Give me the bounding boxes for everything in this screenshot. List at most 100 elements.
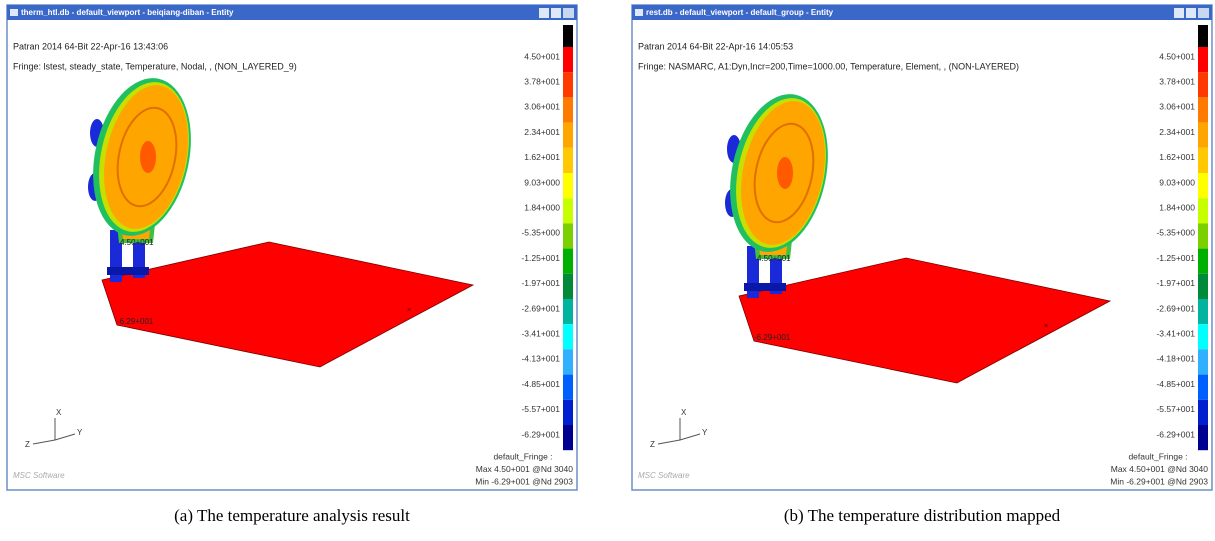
model-label: -6.29+001 [754, 333, 791, 342]
fringe-info: default_Fringe : [1128, 451, 1187, 461]
legend-band [563, 374, 573, 400]
window-icon [635, 9, 643, 16]
legend-label: 3.06+001 [524, 102, 560, 112]
legend-label: -6.29+001 [521, 429, 560, 439]
legend-band [1198, 299, 1208, 325]
legend-label: 3.06+001 [1159, 102, 1195, 112]
legend-label: -5.35+000 [521, 228, 560, 238]
legend-band [1198, 97, 1208, 123]
axis-label: X [681, 408, 687, 417]
legend-label: -1.97+001 [521, 278, 560, 288]
legend-label: -6.29+001 [1156, 429, 1195, 439]
legend-label: 3.78+001 [524, 76, 560, 86]
legend-band [563, 349, 573, 375]
fringe-info: Min -6.29+001 @Nd 2903 [475, 476, 573, 486]
legend-label: -4.13+001 [521, 354, 560, 364]
minimize-button[interactable] [1174, 8, 1184, 18]
legend-label: 9.03+000 [1159, 177, 1195, 187]
legend-band [1198, 273, 1208, 299]
legend-band [563, 248, 573, 274]
caption: (b) The temperature distribution mapped [784, 506, 1061, 525]
legend-band [563, 47, 573, 73]
legend-band [1198, 72, 1208, 98]
legend-label: 1.62+001 [1159, 152, 1195, 162]
support-beam [744, 283, 786, 291]
support-beam [107, 267, 149, 275]
fe-model: 4.50+001 -6.29+001 × [725, 94, 1112, 384]
node-mark: × [1044, 323, 1048, 330]
legend-label: -4.85+001 [1156, 379, 1195, 389]
legend-band [1198, 173, 1208, 199]
legend-label: -1.25+001 [521, 253, 560, 263]
axis-label: Z [25, 440, 30, 449]
legend-band [1198, 47, 1208, 73]
close-button[interactable] [1198, 8, 1209, 18]
title-bar [7, 5, 577, 20]
legend-label: -4.85+001 [521, 379, 560, 389]
legend-band [563, 324, 573, 350]
legend-band [563, 425, 573, 451]
legend-band [1198, 198, 1208, 224]
legend-label: 3.78+001 [1159, 76, 1195, 86]
fringe-info: default_Fringe : [493, 451, 552, 461]
legend-label: 9.03+000 [524, 177, 560, 187]
legend-label: -1.25+001 [1156, 253, 1195, 263]
fringe-info: Max 4.50+001 @Nd 3040 [476, 464, 574, 474]
model-label: 4.50+001 [757, 254, 791, 263]
legend-band [1198, 374, 1208, 400]
close-button[interactable] [563, 8, 574, 18]
viewport-window: rest.db - default_viewport - default_gro… [631, 4, 1213, 491]
maximize-button[interactable] [1186, 8, 1196, 18]
model-label: -6.29+001 [117, 317, 154, 326]
legend-band [1198, 399, 1208, 425]
legend-label: -5.57+001 [521, 404, 560, 414]
legend-band [563, 97, 573, 123]
legend-label: 1.84+000 [524, 202, 560, 212]
header-line: Fringe: NASMARC, A1:Dyn,Incr=200,Time=10… [638, 61, 1019, 71]
disc-ring [116, 106, 178, 208]
legend-label: 2.34+001 [524, 127, 560, 137]
legend-label: -4.18+001 [1156, 354, 1195, 364]
maximize-button[interactable] [551, 8, 561, 18]
logo: MSC Software [638, 471, 690, 480]
legend-band [563, 72, 573, 98]
legend-band [563, 122, 573, 148]
hot-spot [140, 141, 156, 173]
legend-band [1198, 223, 1208, 249]
legend-label: 1.84+000 [1159, 202, 1195, 212]
legend-label: -2.69+001 [521, 303, 560, 313]
model-label: 4.50+001 [120, 238, 154, 247]
legend-band [563, 273, 573, 299]
axis-y [679, 433, 701, 441]
legend-label: 4.50+001 [1159, 51, 1195, 61]
header-line: Patran 2014 64-Bit 22-Apr-16 13:43:06 [13, 41, 168, 51]
legend-band [1198, 425, 1208, 451]
fringe-info: Min -6.29+001 @Nd 2903 [1110, 476, 1208, 486]
legend-band [563, 299, 573, 325]
legend-band [1198, 349, 1208, 375]
legend-label: -5.35+000 [1156, 228, 1195, 238]
window-title: rest.db - default_viewport - default_gro… [646, 8, 834, 17]
legend-band [1198, 147, 1208, 173]
legend-band [563, 399, 573, 425]
legend-label: -3.41+001 [521, 328, 560, 338]
title-bar [632, 5, 1212, 20]
caption: (a) The temperature analysis result [174, 506, 410, 525]
fringe-info: Max 4.50+001 @Nd 3040 [1111, 464, 1209, 474]
hot-spot [777, 157, 793, 189]
viewport-window: therm_htl.db - default_viewport - beiqia… [6, 4, 578, 491]
legend-band [563, 173, 573, 199]
header-line: Fringe: lstest, steady_state, Temperatur… [13, 61, 297, 71]
minimize-button[interactable] [539, 8, 549, 18]
node-mark: × [407, 307, 411, 314]
legend-band [1198, 122, 1208, 148]
window-frame [631, 4, 1213, 491]
axis-z [32, 439, 56, 445]
legend-band [563, 198, 573, 224]
axis-label: Z [650, 440, 655, 449]
header-line: Patran 2014 64-Bit 22-Apr-16 14:05:53 [638, 41, 793, 51]
window-icon [10, 9, 18, 16]
legend-band [563, 223, 573, 249]
